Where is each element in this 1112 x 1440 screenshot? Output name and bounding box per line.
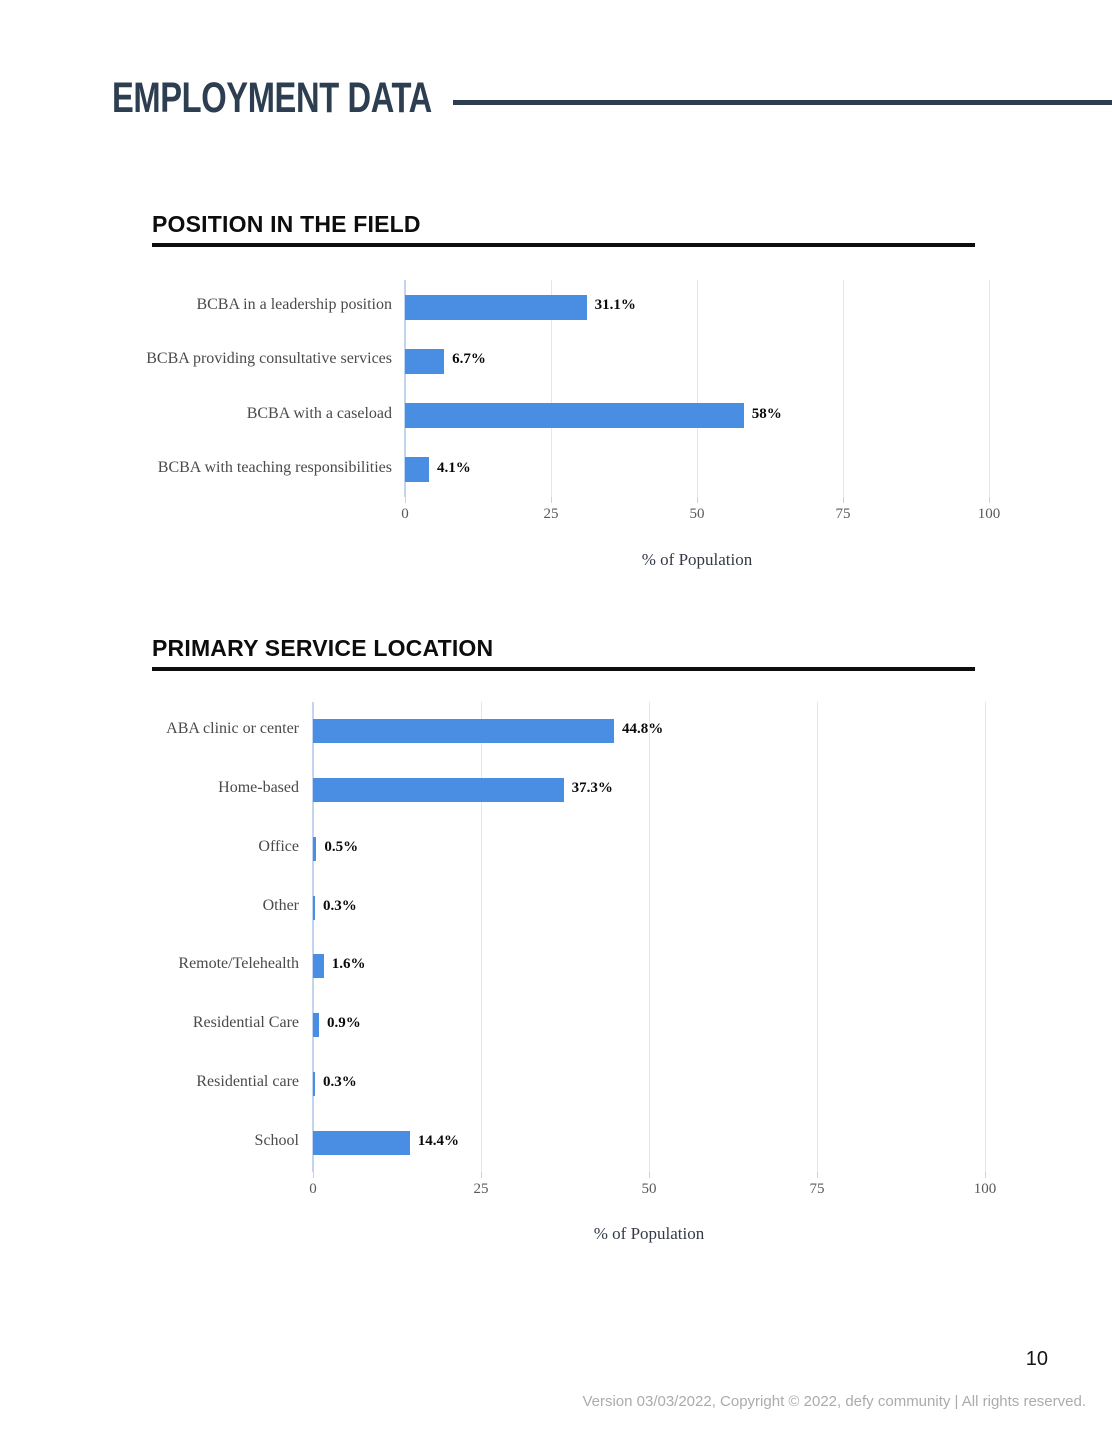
x-tickmark <box>480 1172 482 1178</box>
value-label: 58% <box>751 405 782 422</box>
x-tickmark <box>312 1172 314 1178</box>
bar <box>313 895 316 920</box>
value-label: 44.8% <box>622 721 664 738</box>
x-gridline <box>984 702 986 1172</box>
x-gridline <box>842 280 844 497</box>
section-title-primary-service-location: PRIMARY SERVICE LOCATION <box>152 635 494 661</box>
category-label: Remote/Telehealth <box>178 955 299 973</box>
value-label: 14.4% <box>417 1132 460 1149</box>
header-rule-line <box>453 100 1112 105</box>
x-tickmark <box>988 497 990 503</box>
category-label: School <box>254 1131 299 1149</box>
bar <box>405 348 445 374</box>
x-tick-label: 0 <box>309 1181 317 1197</box>
x-tickmark <box>648 1172 650 1178</box>
bar <box>313 1071 316 1096</box>
x-tickmark <box>696 497 698 503</box>
x-tick-label: 100 <box>973 1181 997 1197</box>
x-axis-title: % of Population <box>641 550 753 569</box>
x-tick-label: 50 <box>641 1181 657 1197</box>
category-label: ABA clinic or center <box>166 720 299 738</box>
section-rule <box>152 667 975 671</box>
value-label: 1.6% <box>331 956 366 973</box>
category-label: Residential Care <box>192 1014 299 1032</box>
x-tickmark <box>550 497 552 503</box>
value-label: 4.1% <box>436 459 471 476</box>
value-label: 0.3% <box>323 897 357 914</box>
page-title: EMPLOYMENT DATA <box>112 74 432 122</box>
value-label: 31.1% <box>594 297 636 314</box>
value-label: 0.9% <box>327 1015 361 1032</box>
x-gridline <box>480 702 482 1172</box>
category-label: Residential care <box>196 1072 299 1090</box>
value-label: 0.3% <box>323 1073 357 1090</box>
x-tick-label: 100 <box>977 506 1001 522</box>
x-gridline <box>550 280 552 497</box>
bar <box>313 954 324 979</box>
category-label: BCBA with a caseload <box>246 404 392 422</box>
x-tick-label: 25 <box>473 1181 489 1197</box>
x-tick-label: 75 <box>809 1181 825 1197</box>
bar <box>313 1013 320 1038</box>
x-tickmark <box>984 1172 986 1178</box>
x-tickmark <box>404 497 406 503</box>
bar <box>313 1130 410 1155</box>
x-tick-label: 75 <box>835 506 851 522</box>
category-label: BCBA providing consultative services <box>146 350 392 368</box>
x-tickmark <box>816 1172 818 1178</box>
category-label: BCBA in a leadership position <box>196 296 392 314</box>
category-label: Office <box>258 837 299 855</box>
bar <box>405 403 744 429</box>
section-title-position-in-the-field: POSITION IN THE FIELD <box>152 211 421 237</box>
section-rule <box>152 243 975 247</box>
x-gridline <box>648 702 650 1172</box>
x-gridline <box>696 280 698 497</box>
x-tick-label: 0 <box>401 506 409 522</box>
category-label: Home-based <box>218 779 299 797</box>
bar <box>313 778 564 803</box>
x-gridline <box>988 280 990 497</box>
x-gridline <box>312 702 314 1172</box>
footer-copyright-text: Version 03/03/2022, Copyright © 2022, de… <box>582 1393 1086 1410</box>
x-tickmark <box>842 497 844 503</box>
category-label: BCBA with teaching responsibilities <box>157 458 392 476</box>
bar <box>405 294 587 320</box>
category-label: Other <box>262 896 299 914</box>
x-gridline <box>404 280 406 497</box>
x-tick-label: 25 <box>543 506 559 522</box>
value-label: 37.3% <box>571 780 613 797</box>
value-label: 6.7% <box>452 351 486 368</box>
bar <box>313 836 317 861</box>
x-tick-label: 50 <box>689 506 705 522</box>
value-label: 0.5% <box>324 838 359 855</box>
bar <box>313 719 615 744</box>
bar <box>405 457 429 483</box>
page-number: 10 <box>1025 1348 1048 1370</box>
x-axis-title: % of Population <box>593 1224 705 1243</box>
x-gridline <box>816 702 818 1172</box>
